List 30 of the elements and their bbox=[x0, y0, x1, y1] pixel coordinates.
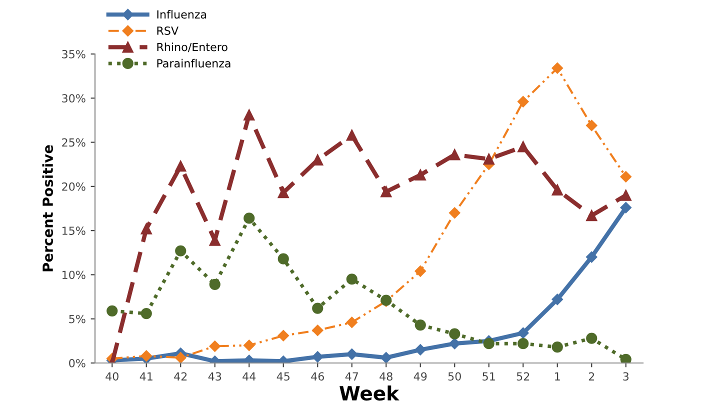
y-tick-label: 0% bbox=[69, 358, 86, 368]
legend-label: RSV bbox=[157, 26, 178, 35]
x-tick-label: 47 bbox=[345, 372, 358, 380]
y-tick-label: 5% bbox=[69, 314, 86, 324]
y-axis-title: Percent Positive bbox=[42, 145, 54, 272]
x-tick-label: 52 bbox=[516, 372, 530, 381]
x-tick-label: 49 bbox=[414, 372, 427, 381]
x-tick-label: 42 bbox=[174, 372, 187, 380]
x-tick-label: 2 bbox=[588, 372, 594, 380]
y-tick-label: 35% bbox=[62, 50, 86, 58]
x-tick-label: 48 bbox=[380, 372, 392, 381]
x-axis-title: Week bbox=[340, 386, 400, 401]
legend-label: Rhino/Entero bbox=[157, 42, 228, 52]
x-tick-label: 1 bbox=[555, 372, 560, 380]
y-tick-label: 25% bbox=[62, 138, 86, 147]
x-tick-label: 46 bbox=[311, 372, 324, 381]
legend-label: Influenza bbox=[157, 10, 206, 19]
y-tick-label: 15% bbox=[62, 226, 86, 235]
x-tick-label: 50 bbox=[448, 372, 461, 381]
x-tick-label: 40 bbox=[106, 372, 118, 381]
x-tick-label: 51 bbox=[482, 372, 495, 381]
legend-label: Parainfluenza bbox=[157, 58, 230, 68]
y-tick-label: 30% bbox=[62, 94, 86, 103]
y-tick-label: 20% bbox=[62, 182, 86, 191]
y-tick-label: 10% bbox=[62, 270, 86, 280]
x-tick-label: 44 bbox=[242, 372, 256, 380]
x-tick-label: 45 bbox=[276, 372, 290, 381]
x-tick-label: 41 bbox=[140, 372, 152, 380]
x-tick-label: 43 bbox=[208, 372, 222, 381]
x-tick-label: 3 bbox=[623, 372, 629, 381]
